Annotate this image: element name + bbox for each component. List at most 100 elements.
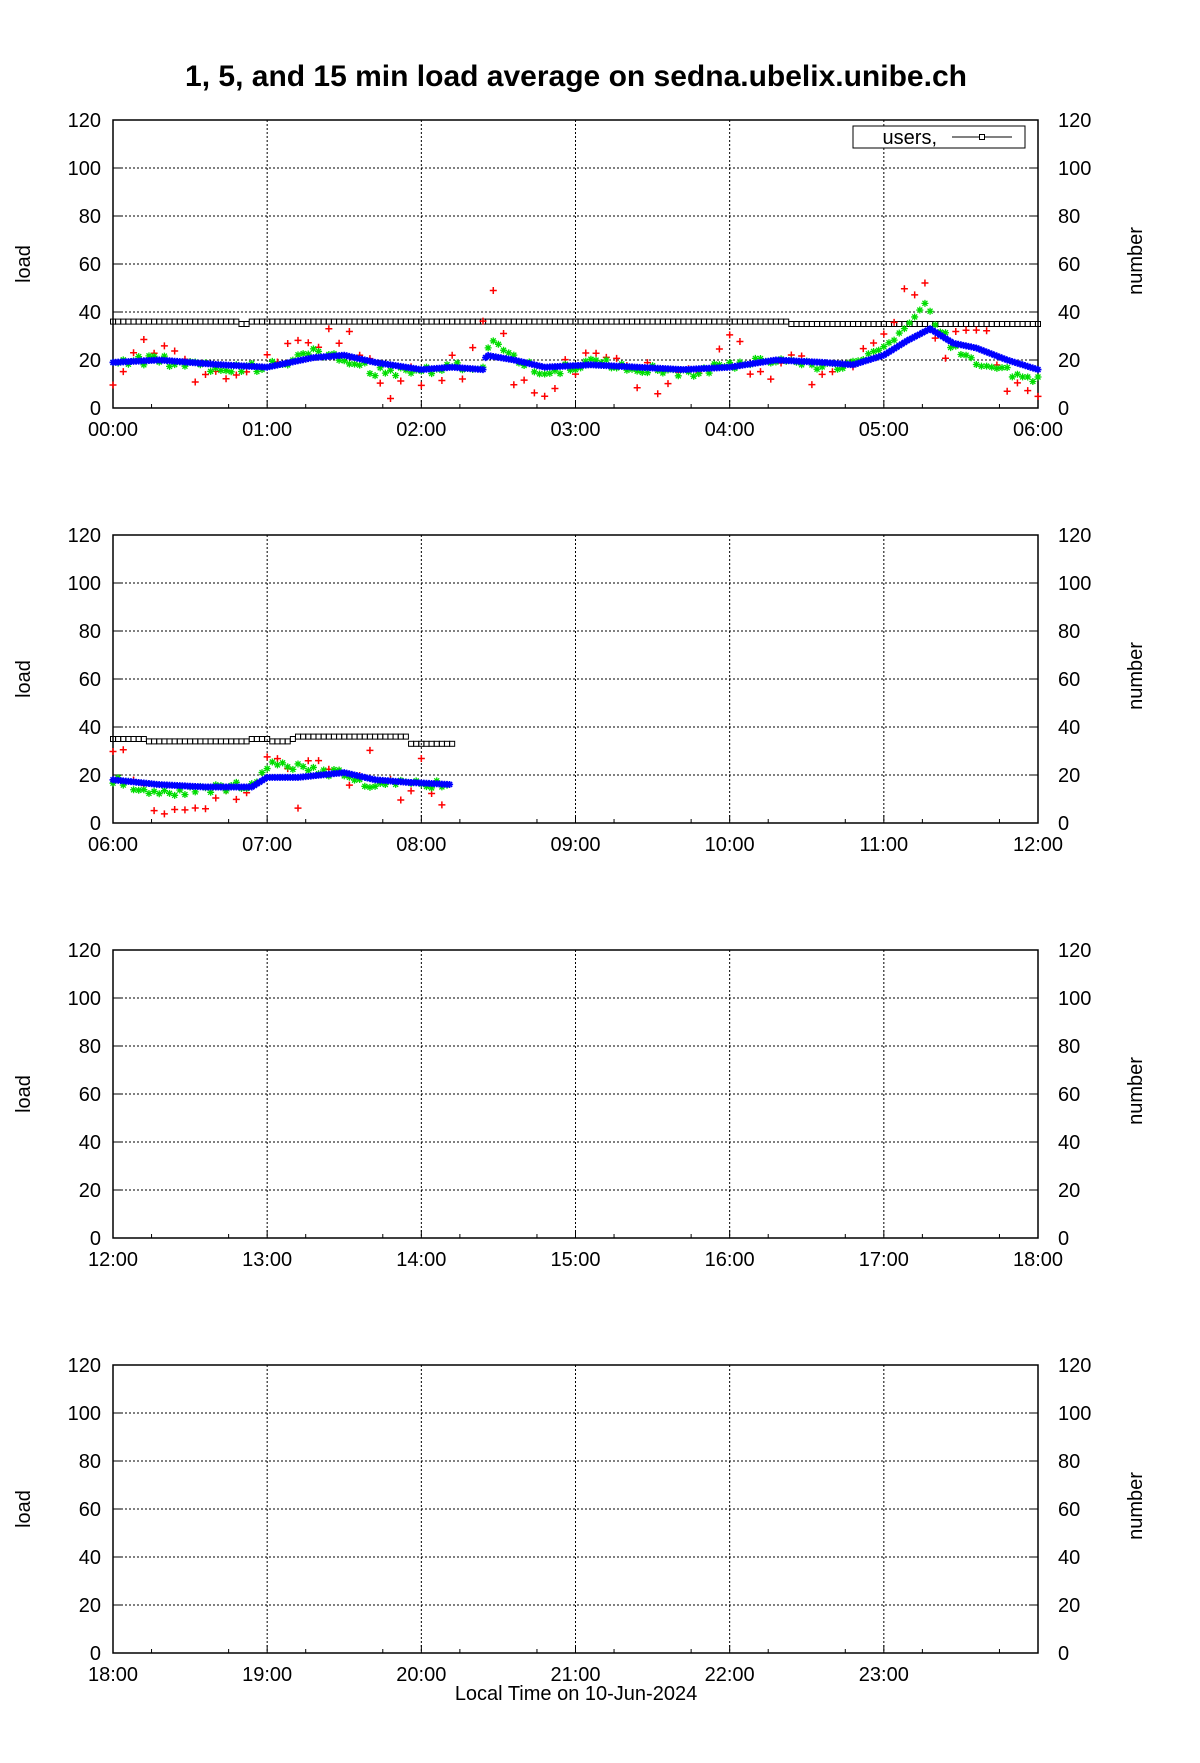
x-tick-label: 16:00 <box>705 1249 755 1271</box>
users-point <box>248 736 255 742</box>
load-1min-point <box>438 801 446 809</box>
load-5min-point <box>900 325 908 333</box>
users-point <box>253 736 260 742</box>
load-5min-point <box>530 368 538 376</box>
users-point <box>310 733 317 740</box>
users-point <box>675 318 682 325</box>
users-point <box>361 733 368 740</box>
load-5min-point <box>726 359 734 367</box>
load-1min-point <box>818 370 826 378</box>
users-point <box>870 321 877 327</box>
load-5min-point <box>1019 373 1027 381</box>
load-5min-point <box>870 347 878 355</box>
users-point <box>135 318 142 325</box>
load-5min-point <box>181 362 189 370</box>
load-15min-point <box>908 334 916 342</box>
legend-box <box>852 125 1026 149</box>
load-5min-point <box>890 336 898 344</box>
users-point <box>140 318 147 325</box>
users-point <box>279 318 286 325</box>
load-1min-point <box>109 748 117 756</box>
load-5min-point <box>145 789 153 797</box>
load-15min-point <box>1031 365 1039 373</box>
x-tick-label: 18:00 <box>88 1664 138 1686</box>
users-point <box>223 738 230 745</box>
users-point <box>1035 321 1041 327</box>
users-point <box>716 318 723 325</box>
users-point <box>161 738 168 745</box>
plot-frame <box>112 1364 1039 1654</box>
load-5min-point <box>428 370 436 378</box>
y-tick-label-left: 60 <box>79 1084 101 1106</box>
load-5min-point <box>330 766 338 774</box>
x-tick-label: 08:00 <box>396 834 446 856</box>
panel-3: 0 0 20 20 40 40 60 60 80 80 100 100 120 120 12:00 13:00… <box>13 940 1147 1271</box>
load-5min-point <box>875 346 883 354</box>
y-tick-label-right: 40 <box>1058 1132 1080 1154</box>
load-1min-point <box>417 755 425 763</box>
users-point <box>521 318 528 325</box>
users-point <box>156 738 163 745</box>
users-point <box>850 321 856 327</box>
users-point <box>382 733 389 740</box>
y-tick-label-left: 0 <box>90 1228 101 1250</box>
load-1min-point <box>202 805 209 813</box>
users-point <box>228 318 235 325</box>
panel-2: 0 0 20 20 40 40 60 60 80 80 100 100 120 120 06:00 07:00… <box>13 525 1147 856</box>
users-point <box>665 318 671 325</box>
load-1min-point <box>592 349 600 357</box>
users-point <box>428 740 435 747</box>
users-point <box>1004 321 1011 327</box>
y-tick-label-left: 80 <box>79 206 101 228</box>
y-tick-label-left: 120 <box>68 1355 101 1377</box>
users-point <box>608 318 615 325</box>
load-1min-point <box>387 395 394 403</box>
y-tick-label-right: 60 <box>1058 1499 1080 1521</box>
users-point <box>366 318 373 325</box>
load-5min-point <box>294 760 302 768</box>
load-5min-point <box>849 357 857 365</box>
load-15min-point <box>913 331 921 339</box>
users-point <box>217 738 224 745</box>
users-point <box>125 318 132 325</box>
users-point <box>875 321 882 327</box>
users-point <box>120 318 127 325</box>
users-point <box>145 738 152 745</box>
y-tick-label-right: 100 <box>1058 158 1091 180</box>
load-1min-point <box>232 795 240 803</box>
load-1min-point <box>541 392 549 400</box>
users-point <box>192 318 199 325</box>
y-tick-label-right: 20 <box>1058 1595 1080 1617</box>
users-point <box>510 318 517 325</box>
y-tick-label-left: 40 <box>79 717 101 739</box>
y-tick-label-right: 100 <box>1058 1403 1091 1425</box>
load-15min-point <box>990 351 998 359</box>
load-5min-point <box>309 345 317 353</box>
users-point <box>459 318 466 325</box>
load-15min-point <box>921 327 929 335</box>
users-point <box>752 318 759 325</box>
users-point <box>731 318 738 325</box>
users-point <box>300 318 307 325</box>
load-15min-point <box>911 333 919 341</box>
load-5min-point <box>222 787 230 795</box>
users-point <box>356 733 363 740</box>
y-tick-label-left: 0 <box>90 398 101 420</box>
load-5min-point <box>921 299 929 307</box>
load-1min-point <box>284 339 292 347</box>
load-1min-point <box>140 335 148 343</box>
y-tick-label-left: 100 <box>68 158 101 180</box>
users-point <box>798 321 805 327</box>
load-5min-point <box>304 767 312 775</box>
load-5min-point <box>643 369 651 377</box>
users-point <box>156 318 163 325</box>
load-15min-point <box>918 329 926 337</box>
users-point <box>937 321 944 327</box>
load-5min-point <box>381 369 389 377</box>
load-5min-point <box>993 364 1001 372</box>
load-1min-point <box>757 368 764 376</box>
users-point <box>973 321 980 327</box>
load-5min-point <box>1008 373 1016 381</box>
y-tick-label-right: 80 <box>1058 1036 1080 1058</box>
